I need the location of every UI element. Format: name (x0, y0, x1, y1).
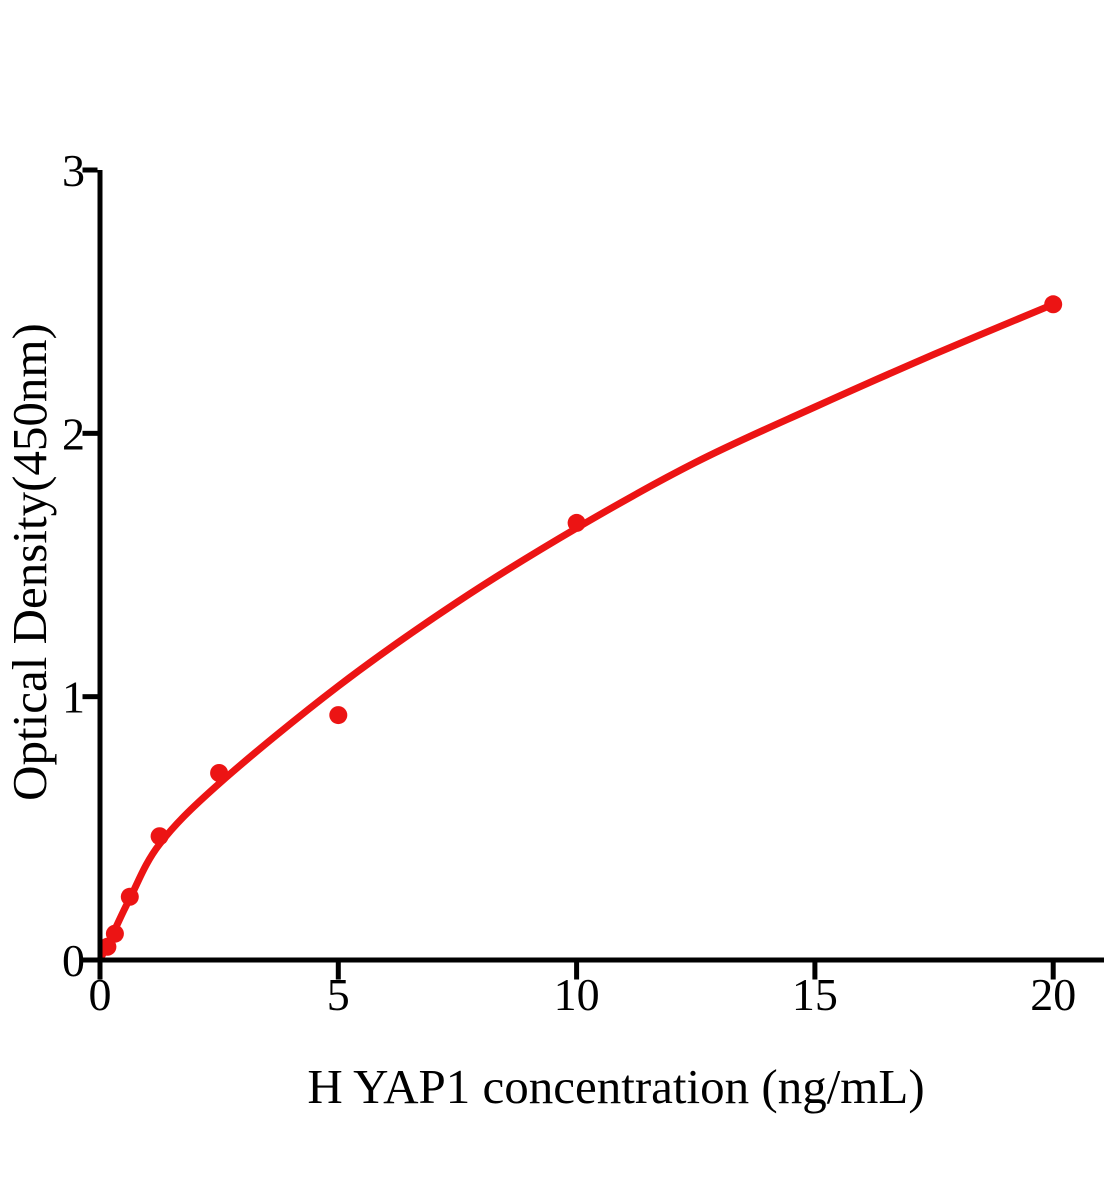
data-point (120, 887, 139, 906)
x-tick-label: 10 (554, 969, 600, 1020)
data-points-layer (98, 295, 1063, 956)
x-axis-title: H YAP1 concentration (ng/mL) (307, 1059, 924, 1114)
x-tick-label: 5 (327, 969, 350, 1020)
y-tick-layer: 0 1 2 3 (62, 145, 98, 986)
fit-curve (96, 300, 1057, 964)
fit-curve-layer (96, 300, 1057, 964)
x-tick-label: 15 (792, 969, 838, 1020)
y-axis-title: Optical Density(450nm) (2, 323, 57, 801)
data-point (329, 706, 348, 725)
data-point (210, 764, 229, 782)
data-point (1044, 295, 1063, 314)
y-tick-label: 3 (62, 145, 85, 196)
x-tick-label: 20 (1030, 969, 1076, 1020)
y-tick-label: 1 (62, 672, 85, 723)
data-point (150, 827, 169, 846)
data-point (98, 937, 117, 956)
axes-layer (97, 170, 1104, 963)
y-tick-label: 2 (62, 408, 85, 459)
x-tick-label: 0 (89, 969, 112, 1020)
y-tick-label: 0 (62, 935, 85, 986)
data-point (567, 513, 586, 532)
x-tick-layer: 0 5 10 15 20 (89, 962, 1076, 1020)
data-point (105, 924, 124, 943)
